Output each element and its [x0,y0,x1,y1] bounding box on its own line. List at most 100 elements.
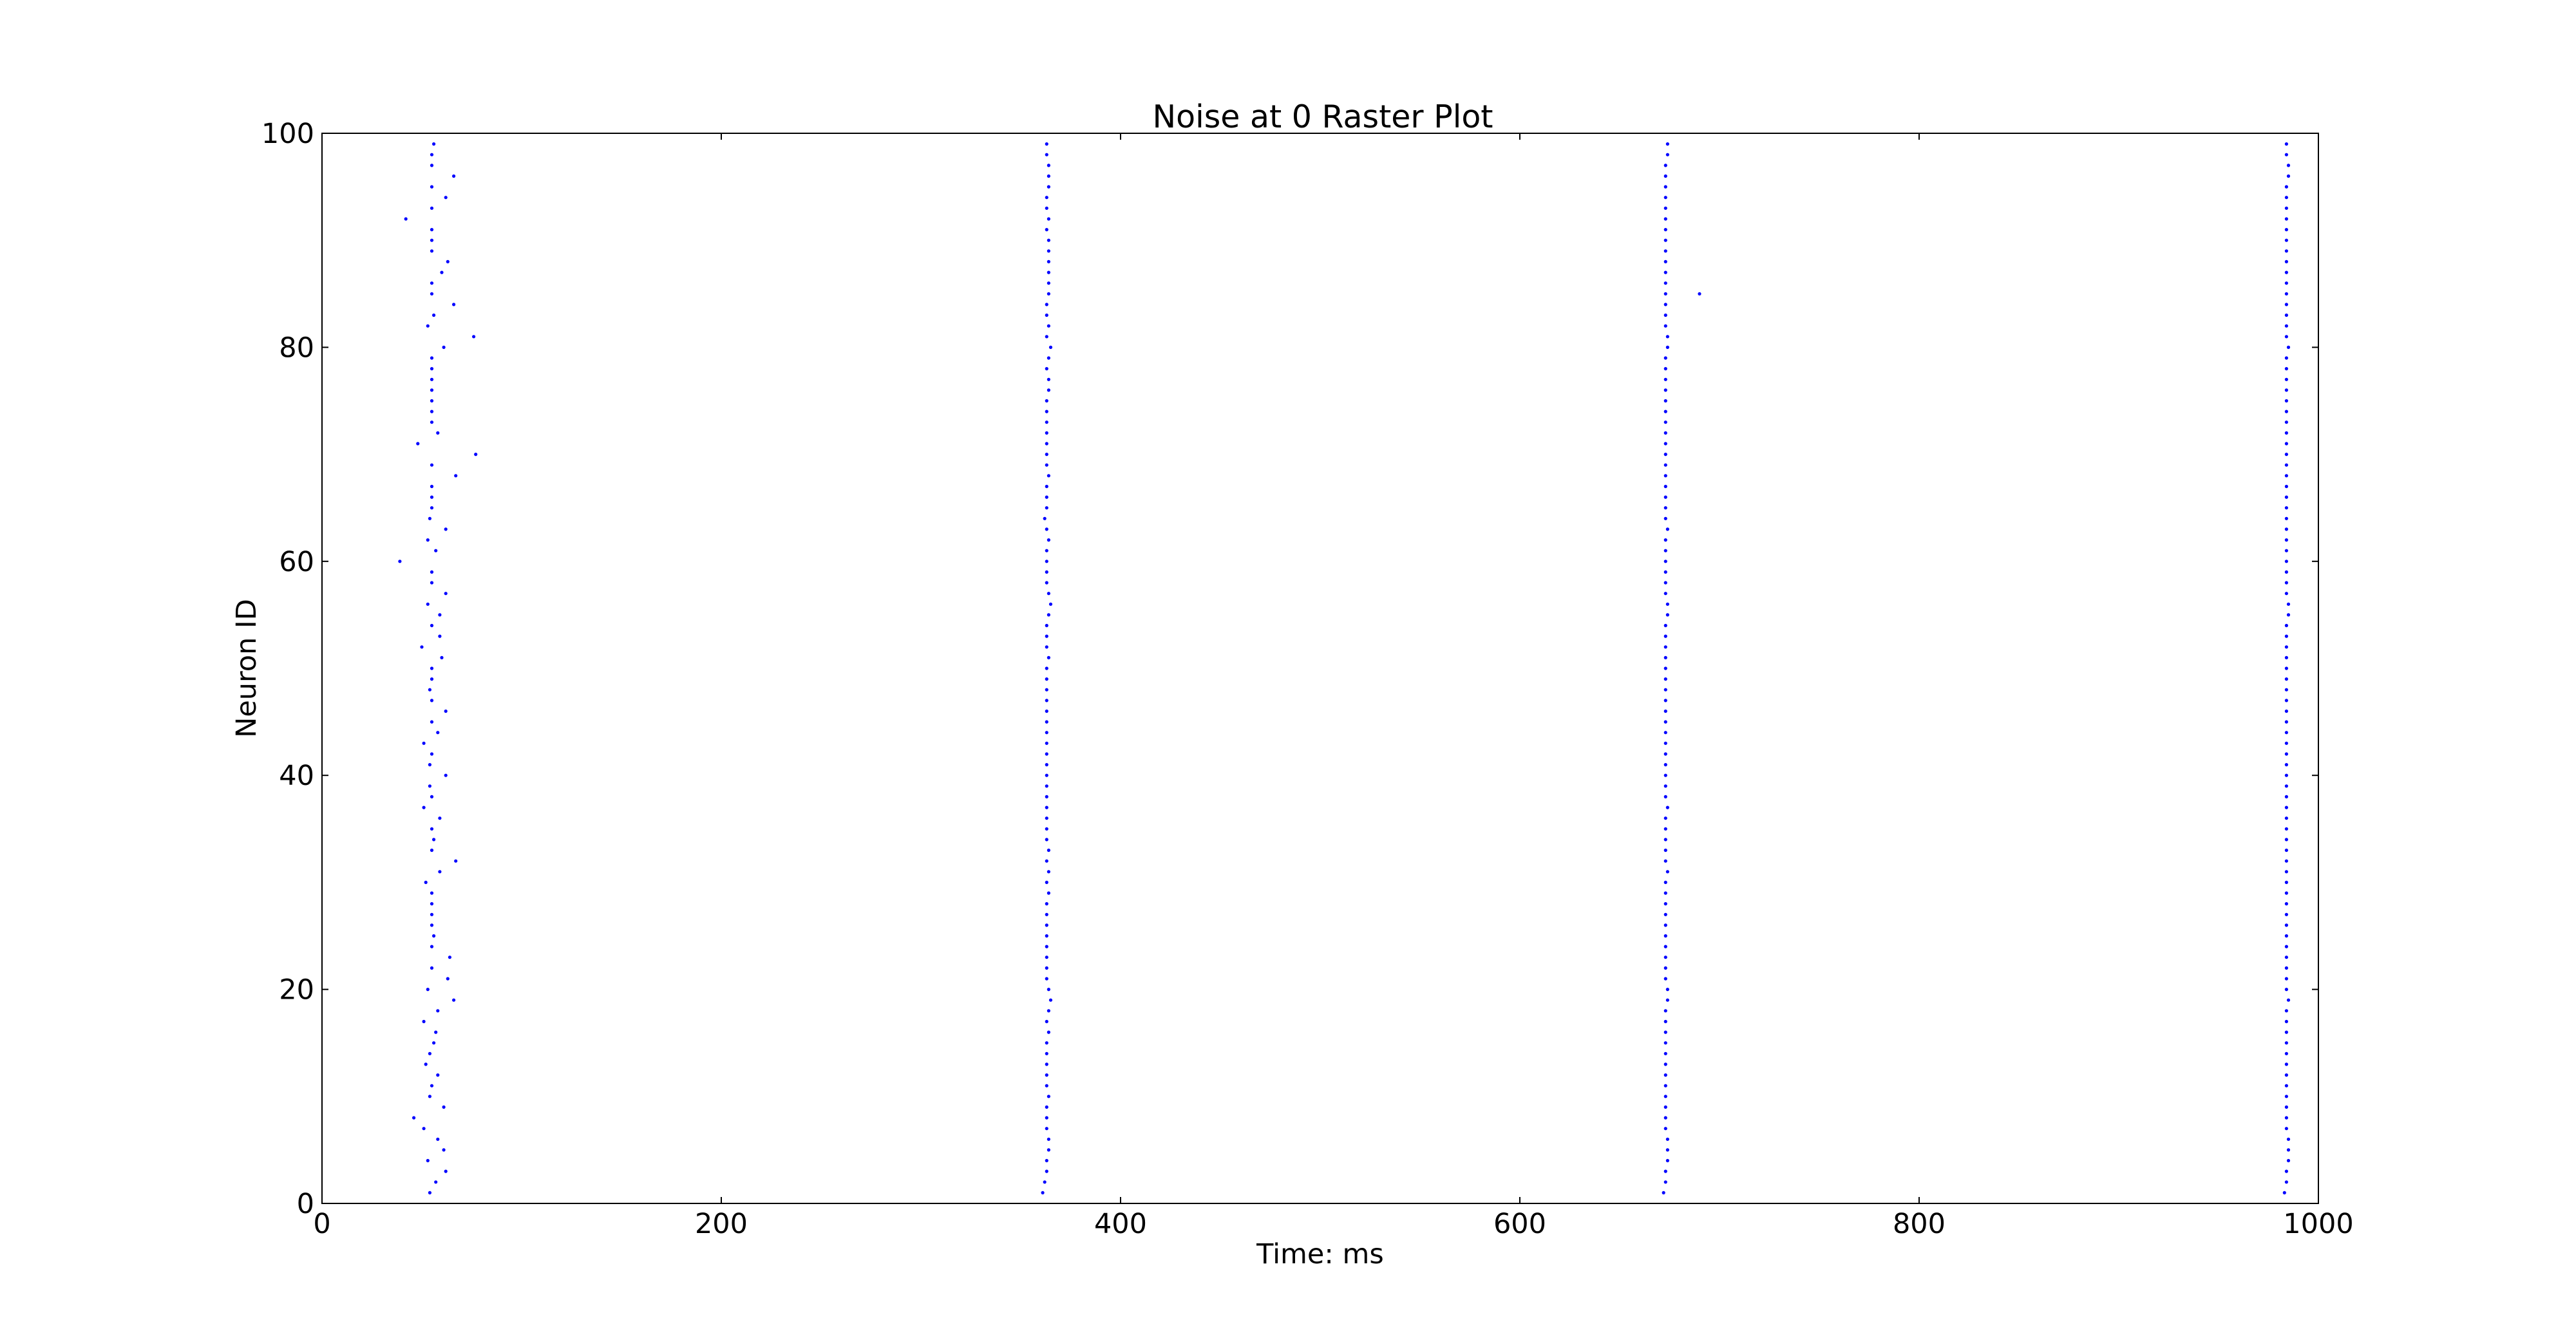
spike-point [2284,431,2288,435]
spike-point [438,634,442,638]
spike-point [2284,356,2288,360]
spike-point [1663,720,1667,724]
spike-point [1046,870,1050,874]
spike-point [2284,795,2288,798]
spike-point [434,1030,438,1034]
spike-point [2286,174,2291,178]
spike-point [2284,763,2288,767]
spike-point [2284,666,2288,670]
spike-point [430,281,434,285]
spike-point [2284,1095,2288,1098]
spike-point [2286,164,2291,167]
spike-point [1045,752,1048,756]
spike-point [430,249,434,253]
spike-point [1045,399,1048,403]
spike-point [1046,613,1050,617]
spike-point [2284,956,2288,959]
spike-point [430,228,434,232]
spike-point [1045,623,1048,628]
spike-point [430,153,434,156]
spike-point [1663,977,1667,981]
x-tick-label: 1000 [2283,1208,2353,1240]
spike-point [438,870,442,874]
spike-point [1045,945,1048,948]
spike-point [430,484,434,489]
spike-point [1045,1169,1048,1173]
spike-point [2284,185,2288,189]
spike-point [428,1051,432,1055]
spike-point [1663,420,1667,424]
spike-point [1045,453,1048,457]
spike-point [1046,281,1050,285]
spike-point [430,752,434,756]
spike-point [1665,988,1669,992]
spike-point [1045,902,1048,906]
spike-point [446,259,450,263]
spike-point [444,1169,448,1173]
spike-point [430,185,434,189]
spike-point [1663,655,1667,659]
spike-point [2284,977,2288,981]
spike-point [1045,1062,1048,1066]
spike-point [1663,228,1667,232]
spike-point [1665,527,1669,531]
spike-point [1046,217,1050,221]
spike-point [2284,699,2288,702]
spike-point [430,891,434,895]
spike-point [1045,442,1048,446]
spike-point [426,538,430,542]
spike-point [2286,613,2291,617]
spike-point [1663,1095,1667,1098]
spike-point [448,956,452,959]
spike-point [2284,966,2288,970]
spike-point [2284,677,2288,681]
spike-point [430,902,434,906]
spike-point [2284,1169,2288,1173]
spike-point [430,666,434,670]
y-tick-label: 20 [279,974,314,1006]
spike-point [430,581,434,585]
spike-point [416,442,420,446]
spike-point [2284,238,2288,242]
spike-point [442,345,446,350]
spike-point [1046,538,1050,542]
spike-point [2284,463,2288,467]
spike-point [430,795,434,798]
spike-point [430,945,434,948]
spike-point [424,880,428,884]
spike-point [1046,174,1050,178]
spike-point [1665,998,1669,1002]
spike-point [472,335,476,339]
spike-point [1663,838,1667,842]
spike-point [1045,570,1048,574]
spike-point [1663,1127,1667,1131]
spike-point [1046,988,1050,992]
spike-point [1663,1062,1667,1066]
spike-point [442,1148,446,1152]
spike-point [1045,634,1048,638]
spike-point [474,453,478,457]
x-tick-label: 800 [1893,1208,1946,1240]
spike-point [2284,538,2288,542]
spike-point [1045,816,1048,820]
spike-point [430,923,434,927]
spike-point [1045,335,1048,339]
spike-point [1045,827,1048,831]
spike-point [1048,345,1053,350]
spike-point [1663,324,1667,328]
spike-point [1046,655,1050,659]
spike-point [2284,270,2288,274]
spike-point [2284,709,2288,713]
spike-point [1663,1105,1667,1109]
spike-point [438,816,442,820]
spike-point [430,848,434,853]
spike-point [1045,677,1048,681]
spike-point [1046,356,1050,360]
spike-point [1663,1180,1667,1184]
spike-point [1663,1019,1667,1024]
spike-point [444,773,448,777]
spike-point [1046,1148,1050,1152]
spike-point [430,699,434,702]
spike-point [420,645,424,649]
spike-point [1663,206,1667,210]
